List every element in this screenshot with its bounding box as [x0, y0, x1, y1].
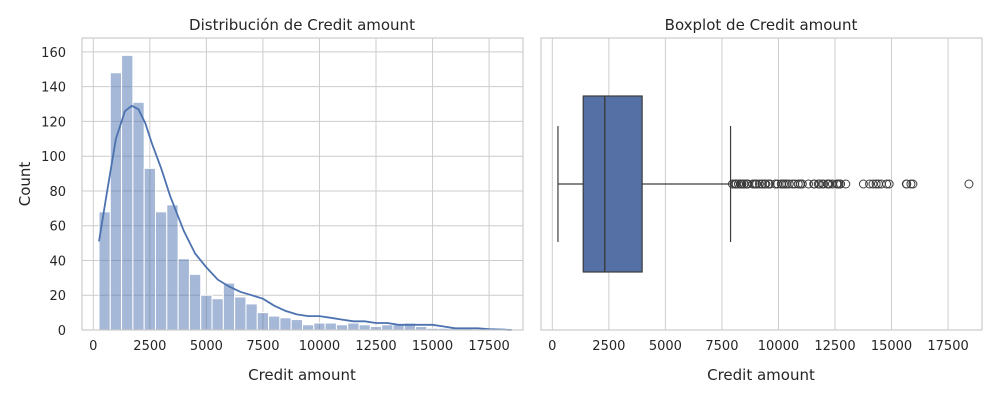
iqr-box	[582, 95, 643, 273]
x-tick-label: 15000	[871, 339, 912, 354]
outlier-point	[882, 179, 892, 189]
x-tick-label: 12500	[355, 339, 396, 354]
outlier-point	[858, 179, 868, 189]
outlier-point	[902, 179, 912, 189]
histogram-bar	[335, 324, 349, 331]
boxplot-frame	[540, 37, 983, 331]
histogram-bar	[109, 72, 123, 331]
x-tick-label: 7500	[246, 339, 279, 354]
x-tick-label: 12500	[814, 339, 855, 354]
histogram-frame	[81, 37, 524, 331]
y-tick-label: 80	[49, 185, 66, 200]
outlier-point	[819, 179, 829, 189]
x-tick-label: 15000	[412, 339, 453, 354]
histogram-bar	[121, 54, 134, 331]
histogram-bar	[302, 324, 315, 331]
y-tick-label: 140	[41, 81, 66, 96]
histogram-x-label: Credit amount	[248, 366, 356, 384]
outlier-point	[754, 179, 764, 189]
histogram-bar	[188, 273, 202, 331]
histogram-bar	[155, 211, 168, 331]
y-tick-label: 0	[58, 324, 66, 339]
histogram-bar	[268, 315, 281, 331]
x-tick-label: 7500	[705, 339, 738, 354]
y-tick-label: 20	[49, 289, 66, 304]
histogram-bar	[177, 258, 190, 331]
x-tick-label: 10000	[299, 339, 340, 354]
boxplot-x-label: Credit amount	[707, 366, 815, 384]
boxplot-title: Boxplot de Credit amount	[665, 16, 858, 34]
x-tick-label: 2500	[133, 339, 166, 354]
histogram-bar	[347, 322, 360, 331]
histogram-bar	[222, 282, 236, 331]
y-tick-label: 120	[41, 115, 66, 130]
outlier-point	[743, 179, 753, 189]
y-tick-label: 100	[41, 150, 66, 165]
histogram-bar	[324, 322, 337, 331]
histogram-title: Distribución de Credit amount	[189, 16, 415, 34]
x-tick-label: 10000	[758, 339, 799, 354]
histogram-bar	[358, 324, 371, 331]
histogram-bar	[313, 322, 326, 331]
x-tick-label: 0	[89, 339, 97, 354]
outlier-point	[765, 179, 775, 189]
y-tick-label: 60	[49, 220, 66, 235]
x-tick-label: 17500	[927, 339, 968, 354]
outlier-point	[908, 179, 918, 189]
kde-curve	[98, 104, 512, 331]
histogram-bar	[200, 294, 213, 331]
outlier-point	[797, 179, 807, 189]
outlier-point	[964, 179, 974, 189]
histogram-bar	[279, 317, 292, 331]
histogram-bar	[234, 296, 247, 331]
x-tick-label: 5000	[649, 339, 682, 354]
histogram-bar	[245, 303, 258, 331]
histogram-bar	[211, 298, 224, 331]
histogram-bar	[290, 319, 304, 331]
outlier-point	[761, 179, 771, 189]
outlier-point	[841, 179, 851, 189]
x-tick-label: 17500	[468, 339, 509, 354]
outlier-point	[836, 179, 846, 189]
outlier-point	[884, 179, 894, 189]
x-tick-label: 2500	[592, 339, 625, 354]
histogram-bar	[132, 101, 145, 331]
histogram-bar	[166, 204, 179, 331]
outlier-point	[865, 179, 875, 189]
histogram-y-label: Count	[16, 162, 34, 207]
outlier-point	[803, 179, 813, 189]
histogram-panel: Distribución de Credit amount 0 2500 5000 7…	[16, 16, 524, 384]
x-tick-label: 5000	[190, 339, 223, 354]
y-tick-label: 160	[41, 46, 66, 61]
boxplot-panel: Boxplot de Credit amount 0 2500 5000 7500 10…	[540, 16, 983, 384]
x-tick-label: 0	[548, 339, 556, 354]
y-tick-label: 40	[49, 254, 66, 269]
histogram-bar	[256, 312, 270, 331]
outlier-point	[784, 179, 794, 189]
histogram-bar	[143, 167, 156, 331]
histogram-bar	[381, 324, 394, 331]
outlier-point	[871, 179, 881, 189]
outlier-point	[868, 179, 878, 189]
